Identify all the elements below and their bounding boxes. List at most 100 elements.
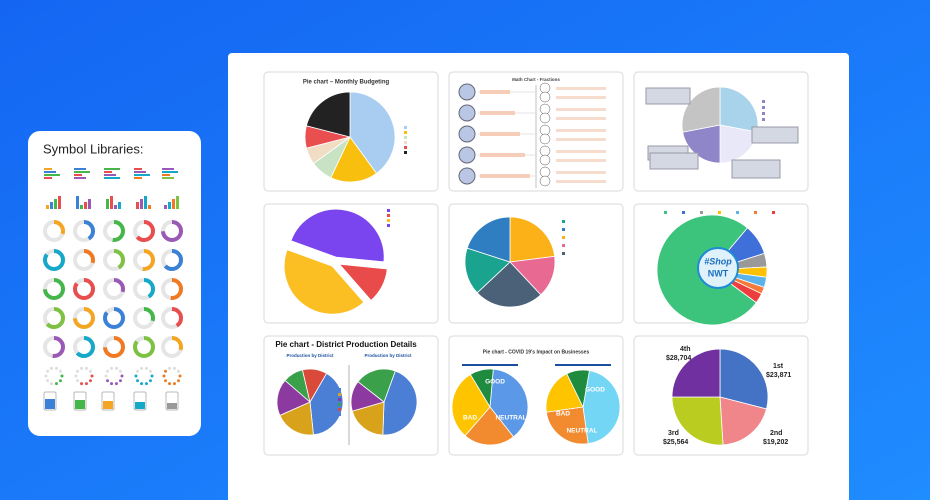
slice-amount: $25,564 — [663, 439, 688, 446]
shape — [104, 171, 112, 173]
pie-slice — [351, 401, 385, 436]
slice-amount: $19,202 — [763, 439, 788, 446]
dot-icon — [46, 379, 50, 383]
badge — [697, 247, 739, 289]
shape — [556, 150, 606, 153]
shape — [74, 177, 86, 179]
dot-icon — [148, 379, 152, 383]
shape — [556, 96, 606, 99]
legend-swatch — [404, 146, 407, 149]
pie-slice — [476, 261, 542, 308]
slice-amount: $23,871 — [766, 372, 791, 379]
slice-label: 4th — [680, 346, 691, 353]
shape — [556, 180, 606, 183]
pie-slice — [357, 368, 396, 403]
donut-icon — [73, 278, 95, 300]
shape — [172, 199, 175, 209]
dot-icon — [134, 374, 138, 378]
shape — [176, 196, 179, 209]
shape — [556, 138, 606, 141]
dot-icon — [44, 374, 48, 378]
dot-icon — [110, 366, 114, 370]
fraction-circle — [539, 133, 551, 145]
slice-label: 1st — [773, 363, 784, 370]
shape — [480, 90, 510, 94]
sidebar-title: Symbol Libraries: — [43, 141, 143, 156]
legend-swatch — [404, 151, 407, 154]
shape — [162, 177, 174, 179]
dot-icon — [104, 374, 108, 378]
shape — [555, 364, 611, 366]
legend-swatch — [736, 211, 739, 214]
shape — [556, 171, 606, 174]
dot-icon — [106, 379, 110, 383]
legend-swatch — [754, 211, 757, 214]
dot-icon — [54, 366, 58, 370]
legend-swatch — [387, 219, 390, 222]
thumb-title: Pie chart - COVID 19's Impact on Busines… — [483, 349, 590, 355]
shape — [76, 196, 79, 209]
dot-icon — [50, 366, 54, 370]
dot-icon — [136, 369, 140, 373]
pie-slice — [469, 368, 494, 409]
dot-icon — [136, 379, 140, 383]
callout — [731, 159, 781, 179]
slice-amount: $28,704 — [666, 355, 691, 362]
pie-slice — [489, 368, 529, 438]
legend-swatch — [338, 388, 341, 391]
donut-icon — [73, 336, 95, 358]
pie-slice — [719, 348, 769, 410]
dot-icon — [168, 366, 172, 370]
shape — [104, 168, 120, 170]
legend-swatch — [762, 100, 765, 103]
shape — [44, 177, 52, 179]
donut-icon — [103, 220, 125, 242]
dot-icon — [164, 379, 168, 383]
dot-icon — [176, 379, 180, 383]
dot-icon — [58, 379, 62, 383]
pie-slice — [671, 396, 724, 446]
donut-icon — [161, 220, 183, 242]
donut-icon — [161, 336, 183, 358]
pie-slice — [338, 263, 388, 301]
dot-icon — [118, 379, 122, 383]
legend-swatch — [404, 136, 407, 139]
legend-swatch — [762, 118, 765, 121]
shape — [162, 171, 178, 173]
shape — [110, 196, 113, 209]
dot-icon — [162, 374, 166, 378]
thumb-subtitle: Production by District — [286, 353, 334, 358]
legend-swatch — [562, 252, 565, 255]
shape — [104, 174, 116, 176]
pie-slice — [545, 373, 584, 413]
dot-icon — [114, 382, 118, 386]
dot-icon — [178, 374, 182, 378]
dot-icon — [84, 382, 88, 386]
shape — [480, 111, 515, 115]
legend-swatch — [387, 214, 390, 217]
legend-swatch — [404, 131, 407, 134]
shape — [164, 205, 167, 209]
fraction-circle — [539, 154, 551, 166]
thumb-subtitle: Production by District — [364, 353, 412, 358]
legend-swatch — [700, 211, 703, 214]
legend-swatch — [338, 393, 341, 396]
pie-slice — [681, 86, 721, 133]
shape — [162, 174, 170, 176]
donut-icon — [43, 307, 65, 329]
dot-icon — [76, 369, 80, 373]
shape — [44, 171, 56, 173]
pie-slice — [566, 369, 590, 409]
shape — [144, 196, 147, 209]
shape — [135, 402, 145, 409]
dot-icon — [148, 369, 152, 373]
shape — [480, 153, 525, 157]
legend-swatch — [338, 413, 341, 416]
shape — [88, 199, 91, 209]
dot-icon — [164, 369, 168, 373]
legend-swatch — [762, 112, 765, 115]
pie-slice — [305, 91, 351, 138]
donut-icon — [73, 249, 95, 271]
shape — [74, 171, 90, 173]
dot-icon — [76, 379, 80, 383]
